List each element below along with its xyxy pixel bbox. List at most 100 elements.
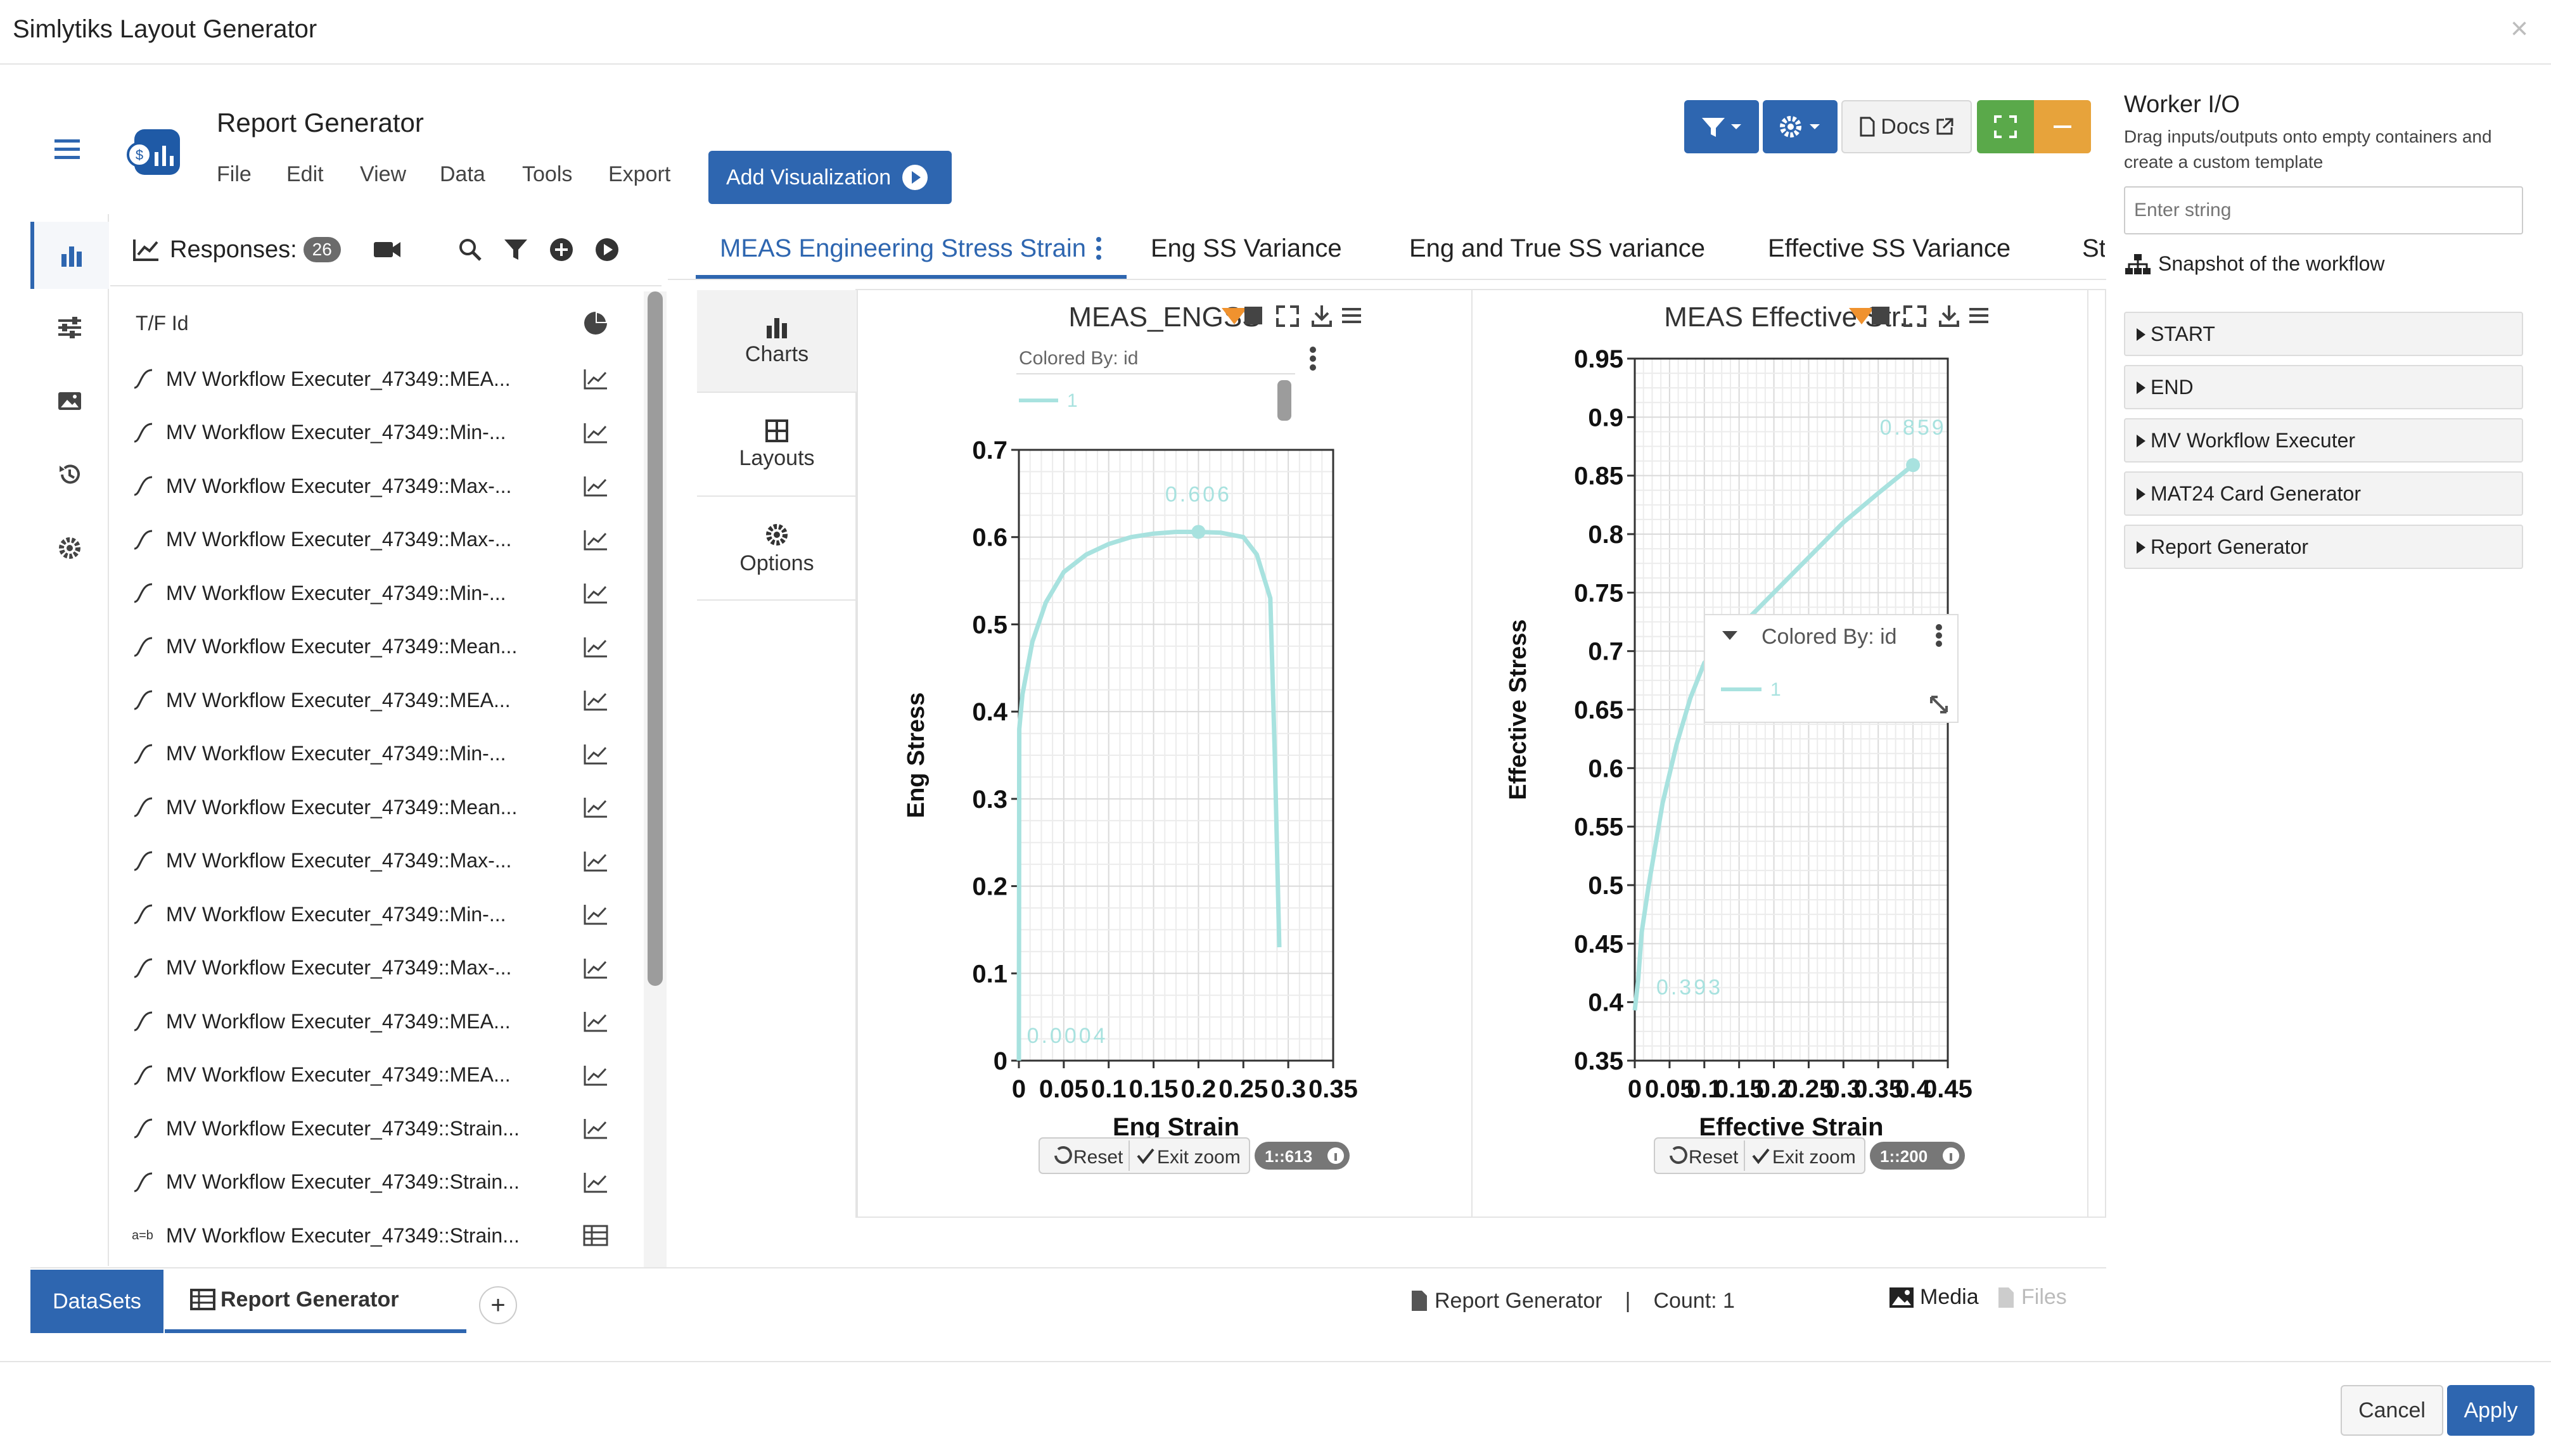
list-item[interactable]: MV Workflow Executer_47349::Mean...	[132, 620, 613, 674]
line-chart-icon[interactable]	[583, 743, 608, 765]
minimize-button[interactable]	[2034, 100, 2091, 153]
list-item[interactable]: MV Workflow Executer_47349::MEA...	[132, 674, 613, 727]
kebab-menu-icon[interactable]	[1310, 347, 1316, 353]
kebab-menu-icon[interactable]	[1092, 236, 1105, 264]
exit-zoom-button[interactable]: Exit zoom	[1772, 1147, 1856, 1168]
refresh-icon[interactable]	[1054, 1146, 1072, 1164]
media-button[interactable]: Media	[1888, 1285, 1979, 1310]
line-chart-icon[interactable]	[583, 475, 608, 497]
line-chart-icon[interactable]	[583, 635, 608, 658]
kebab-menu-icon[interactable]	[1936, 641, 1942, 647]
list-item[interactable]: MV Workflow Executer_47349::Min-...	[132, 406, 613, 459]
add-circle-icon[interactable]	[549, 237, 574, 262]
files-button[interactable]: Files	[1997, 1285, 2067, 1310]
menu-data[interactable]: Data	[440, 162, 485, 186]
nav-history[interactable]	[30, 441, 109, 508]
report-generator-tab[interactable]: Report Generator	[165, 1270, 466, 1333]
scrollbar-thumb[interactable]	[648, 291, 663, 986]
menu-tools[interactable]: Tools	[522, 162, 573, 186]
docs-button[interactable]: Docs	[1841, 100, 1972, 153]
options-option[interactable]: Options	[697, 498, 857, 601]
template-name-input[interactable]	[2124, 186, 2523, 234]
download-icon[interactable]	[1312, 305, 1332, 327]
list-item[interactable]: a=b MV Workflow Executer_47349::Strain...	[132, 1209, 613, 1262]
datasets-tab[interactable]: DataSets	[30, 1270, 163, 1333]
layouts-option[interactable]: Layouts	[697, 394, 857, 497]
list-item[interactable]: MV Workflow Executer_47349::MEA...	[132, 352, 613, 406]
tab-effective-ss-variance[interactable]: Effective SS Variance	[1768, 234, 2011, 262]
reset-zoom-button[interactable]: Reset	[1689, 1147, 1739, 1168]
list-item[interactable]: MV Workflow Executer_47349::Mean...	[132, 781, 613, 834]
expand-icon[interactable]	[1903, 305, 1926, 327]
line-chart-icon[interactable]	[583, 689, 608, 712]
line-chart-icon[interactable]	[583, 1064, 608, 1087]
filter-active-icon[interactable]	[1222, 308, 1247, 324]
caret-down-icon[interactable]	[1722, 631, 1737, 640]
exit-zoom-button[interactable]: Exit zoom	[1157, 1147, 1241, 1168]
list-item[interactable]: MV Workflow Executer_47349::Min-...	[132, 888, 613, 941]
nav-images[interactable]	[30, 367, 109, 435]
check-icon[interactable]	[1137, 1148, 1154, 1165]
line-chart-icon[interactable]	[583, 1117, 608, 1140]
nav-filters[interactable]	[30, 294, 109, 361]
menu-export[interactable]: Export	[608, 162, 671, 186]
list-item[interactable]: MV Workflow Executer_47349::Min-...	[132, 727, 613, 781]
line-chart-icon[interactable]	[583, 850, 608, 872]
line-chart-icon[interactable]	[583, 1171, 608, 1194]
tab-meas-engineering-stress-strain[interactable]: MEAS Engineering Stress Strain	[720, 234, 1087, 262]
apply-button[interactable]: Apply	[2447, 1385, 2535, 1436]
menu-edit[interactable]: Edit	[286, 162, 324, 186]
accordion-mat24-card-generator[interactable]: MAT24 Card Generator	[2124, 471, 2523, 516]
kebab-menu-icon[interactable]	[1310, 364, 1316, 371]
charts-option[interactable]: Charts	[697, 290, 857, 393]
pie-chart-icon[interactable]	[582, 309, 610, 337]
menu-icon[interactable]	[1342, 308, 1361, 323]
legend-popup[interactable]: Colored By: id 1	[1704, 614, 1959, 723]
close-icon[interactable]: ×	[2510, 12, 2529, 46]
list-item[interactable]: MV Workflow Executer_47349::Strain...	[132, 1156, 613, 1209]
line-chart-icon[interactable]	[583, 421, 608, 444]
list-item[interactable]: MV Workflow Executer_47349::Max-...	[132, 459, 613, 513]
list-item[interactable]: MV Workflow Executer_47349::Max-...	[132, 513, 613, 566]
line-chart-icon[interactable]	[583, 582, 608, 604]
kebab-menu-icon[interactable]	[1936, 624, 1942, 630]
snapshot-link[interactable]: Snapshot of the workflow	[2124, 252, 2385, 276]
cancel-button[interactable]: Cancel	[2341, 1385, 2443, 1436]
resize-icon[interactable]	[1930, 696, 1948, 713]
filter-dropdown-button[interactable]	[1684, 100, 1759, 153]
settings-dropdown-button[interactable]	[1763, 100, 1838, 153]
tab-eng-and-true-ss-variance[interactable]: Eng and True SS variance	[1409, 234, 1705, 262]
hamburger-menu-icon[interactable]	[52, 133, 85, 166]
add-tab-button[interactable]: +	[479, 1286, 517, 1324]
video-icon[interactable]	[373, 238, 402, 261]
accordion-start[interactable]: START	[2124, 312, 2523, 356]
list-item[interactable]: MV Workflow Executer_47349::MEA...	[132, 995, 613, 1048]
reset-zoom-button[interactable]: Reset	[1073, 1147, 1123, 1168]
tab-overflow[interactable]: St	[2082, 234, 2105, 262]
line-chart-icon[interactable]	[583, 528, 608, 551]
line-chart-icon[interactable]	[583, 796, 608, 819]
kebab-menu-icon[interactable]	[1310, 355, 1316, 362]
menu-view[interactable]: View	[360, 162, 407, 186]
fullscreen-button[interactable]	[1977, 100, 2034, 153]
accordion-mv-workflow-executer[interactable]: MV Workflow Executer	[2124, 418, 2523, 463]
checkbox-icon[interactable]	[1244, 307, 1262, 324]
checkbox-icon[interactable]	[1872, 307, 1889, 324]
expand-icon[interactable]	[1276, 305, 1299, 327]
check-icon[interactable]	[1752, 1148, 1770, 1165]
menu-file[interactable]: File	[217, 162, 252, 186]
line-chart-icon[interactable]	[583, 903, 608, 926]
nav-charts[interactable]	[30, 222, 109, 289]
refresh-icon[interactable]	[1670, 1146, 1687, 1164]
list-item[interactable]: MV Workflow Executer_47349::Max-...	[132, 942, 613, 995]
play-circle-icon[interactable]	[594, 237, 620, 262]
add-visualization-button[interactable]: Add Visualization	[708, 151, 952, 204]
line-chart-icon[interactable]	[583, 367, 608, 390]
accordion-end[interactable]: END	[2124, 365, 2523, 409]
legend-scrollbar[interactable]	[1277, 380, 1291, 421]
filter-active-icon[interactable]	[1849, 308, 1874, 324]
line-chart-icon[interactable]	[583, 957, 608, 980]
accordion-report-generator[interactable]: Report Generator	[2124, 525, 2523, 569]
table-icon[interactable]	[583, 1225, 608, 1246]
list-item[interactable]: MV Workflow Executer_47349::Max-...	[132, 834, 613, 888]
